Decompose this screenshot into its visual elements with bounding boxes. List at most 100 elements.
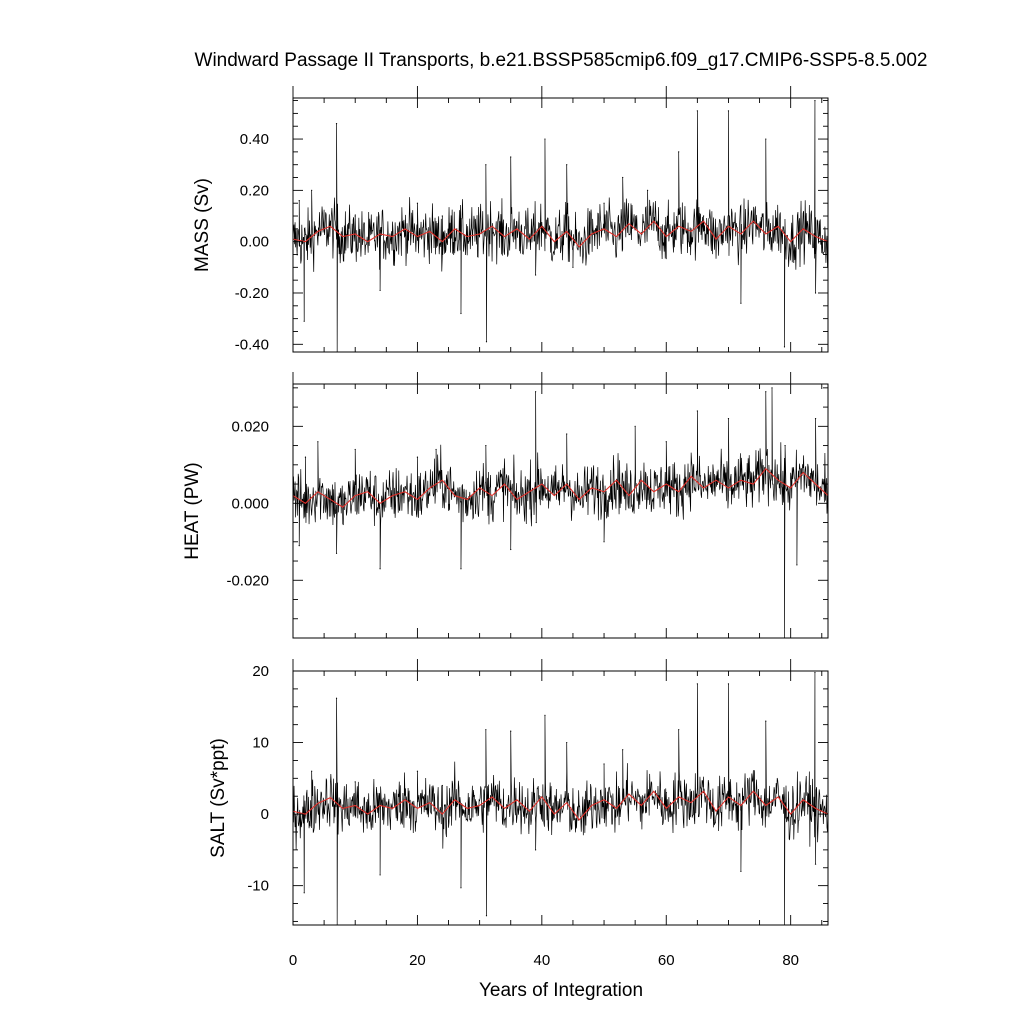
salt-series-point xyxy=(416,770,419,772)
heat-plot-frame xyxy=(292,383,829,639)
salt-series-point xyxy=(814,671,816,674)
mass-series-point xyxy=(510,156,512,158)
mass-series-point xyxy=(740,302,742,304)
salt-series-point xyxy=(303,892,305,894)
mass-series-point xyxy=(485,341,488,343)
mass-series-point xyxy=(311,189,313,191)
salt-y-tick-label: 0 xyxy=(261,806,269,823)
heat-series-point xyxy=(771,387,773,389)
salt-series-point xyxy=(696,683,698,685)
mass-monthly-series xyxy=(293,100,828,352)
mass-y-tick-label: -0.20 xyxy=(235,285,269,302)
mass-series-point xyxy=(485,164,487,166)
salt-series-point xyxy=(765,720,767,722)
heat-series-point xyxy=(335,552,338,554)
salt-monthly-series xyxy=(293,672,828,925)
heat-series-point xyxy=(416,456,419,458)
mass-plot-frame xyxy=(292,97,829,353)
salt-series-point xyxy=(354,781,356,783)
mass-series-point xyxy=(572,266,574,268)
salt-smoothed-series xyxy=(293,790,828,821)
salt-series-point xyxy=(665,792,667,794)
mass-series-point xyxy=(646,189,649,191)
x-tick-labels: 0 20 40 60 80 xyxy=(289,952,799,969)
mass-series-point xyxy=(379,289,381,292)
salt-series-point xyxy=(485,915,488,917)
salt-y-tick-label: 20 xyxy=(252,663,269,680)
mass-series-point xyxy=(783,346,786,348)
mass-series-point xyxy=(727,110,730,112)
heat-smoothed-series xyxy=(293,467,828,508)
salt-series-point xyxy=(566,741,568,744)
salt-series-point xyxy=(379,874,381,876)
x-tick-label: 40 xyxy=(533,952,550,969)
salt-y-tick-label: -10 xyxy=(247,878,269,895)
heat-series-point xyxy=(566,433,568,435)
mass-series-point xyxy=(535,274,537,276)
salt-series-point xyxy=(311,770,313,772)
salt-series-point xyxy=(603,763,605,765)
mass-series-point xyxy=(622,176,624,179)
x-tick-label: 20 xyxy=(409,952,426,969)
salt-series-point xyxy=(544,714,546,716)
mass-panel: -0.40 -0.20 0.00 0.20 0.40 xyxy=(235,86,829,353)
mass-series-point xyxy=(544,138,546,140)
mass-series-point xyxy=(335,123,338,125)
heat-y-axis-label: HEAT (PW) xyxy=(182,462,203,559)
mass-series-point xyxy=(696,110,698,112)
mass-series-point xyxy=(566,164,568,166)
heat-series-point xyxy=(814,418,817,420)
salt-y-axis-label: SALT (Sv*ppt) xyxy=(208,738,229,858)
x-tick-label: 60 xyxy=(658,952,675,969)
heat-series-point xyxy=(317,441,319,443)
heat-series-point xyxy=(460,568,462,570)
salt-y-tick-label: 10 xyxy=(252,735,269,752)
chart-title: Windward Passage II Transports, b.e21.BS… xyxy=(195,50,928,71)
heat-monthly-series xyxy=(293,387,828,638)
mass-series-point xyxy=(354,215,356,217)
heat-series-point xyxy=(379,568,381,570)
heat-series-point xyxy=(765,391,767,393)
heat-series-point xyxy=(435,448,437,451)
mass-series-point xyxy=(702,215,705,217)
mass-series-point xyxy=(298,200,300,202)
heat-panel: -0.020 0.000 0.020 xyxy=(226,372,829,639)
salt-series-point xyxy=(510,730,512,732)
salt-series-point xyxy=(485,729,487,731)
heat-series-point xyxy=(603,541,605,543)
mass-series-point xyxy=(665,228,667,230)
mass-smoothed-series xyxy=(293,220,828,248)
salt-series-point xyxy=(678,729,680,731)
salt-series-point xyxy=(727,683,730,685)
heat-series-point xyxy=(784,444,786,447)
heat-y-tick-label: 0.020 xyxy=(231,418,269,435)
mass-series-point xyxy=(303,320,305,322)
heat-y-tick-label: 0.000 xyxy=(231,495,269,512)
x-axis-label: Years of Integration xyxy=(479,980,643,1001)
heat-series-point xyxy=(696,410,698,412)
mass-series-point xyxy=(416,202,419,204)
heat-y-tick-label: -0.020 xyxy=(226,572,269,589)
salt-series-point xyxy=(441,784,443,787)
x-tick-label: 0 xyxy=(289,952,297,969)
salt-series-point xyxy=(814,863,817,865)
heat-series-point xyxy=(510,548,512,551)
heat-series-point xyxy=(535,521,537,524)
salt-series-point xyxy=(460,887,462,889)
salt-plot-frame xyxy=(292,670,829,926)
heat-series-point xyxy=(298,545,300,547)
mass-y-axis-label: MASS (Sv) xyxy=(192,178,213,272)
heat-series-point xyxy=(727,418,730,420)
heat-series-point xyxy=(634,425,636,427)
mass-series-point xyxy=(603,202,605,204)
mass-series-point xyxy=(765,138,767,140)
heat-series-point xyxy=(304,456,307,458)
salt-panel: -10 0 10 20 xyxy=(247,659,829,926)
heat-series-point xyxy=(665,441,667,443)
x-tick-label: 80 xyxy=(782,952,799,969)
salt-series-point xyxy=(335,697,338,699)
heat-series-point xyxy=(796,564,798,566)
mass-series-point xyxy=(814,292,817,294)
mass-y-tick-label: 0.20 xyxy=(240,182,269,199)
